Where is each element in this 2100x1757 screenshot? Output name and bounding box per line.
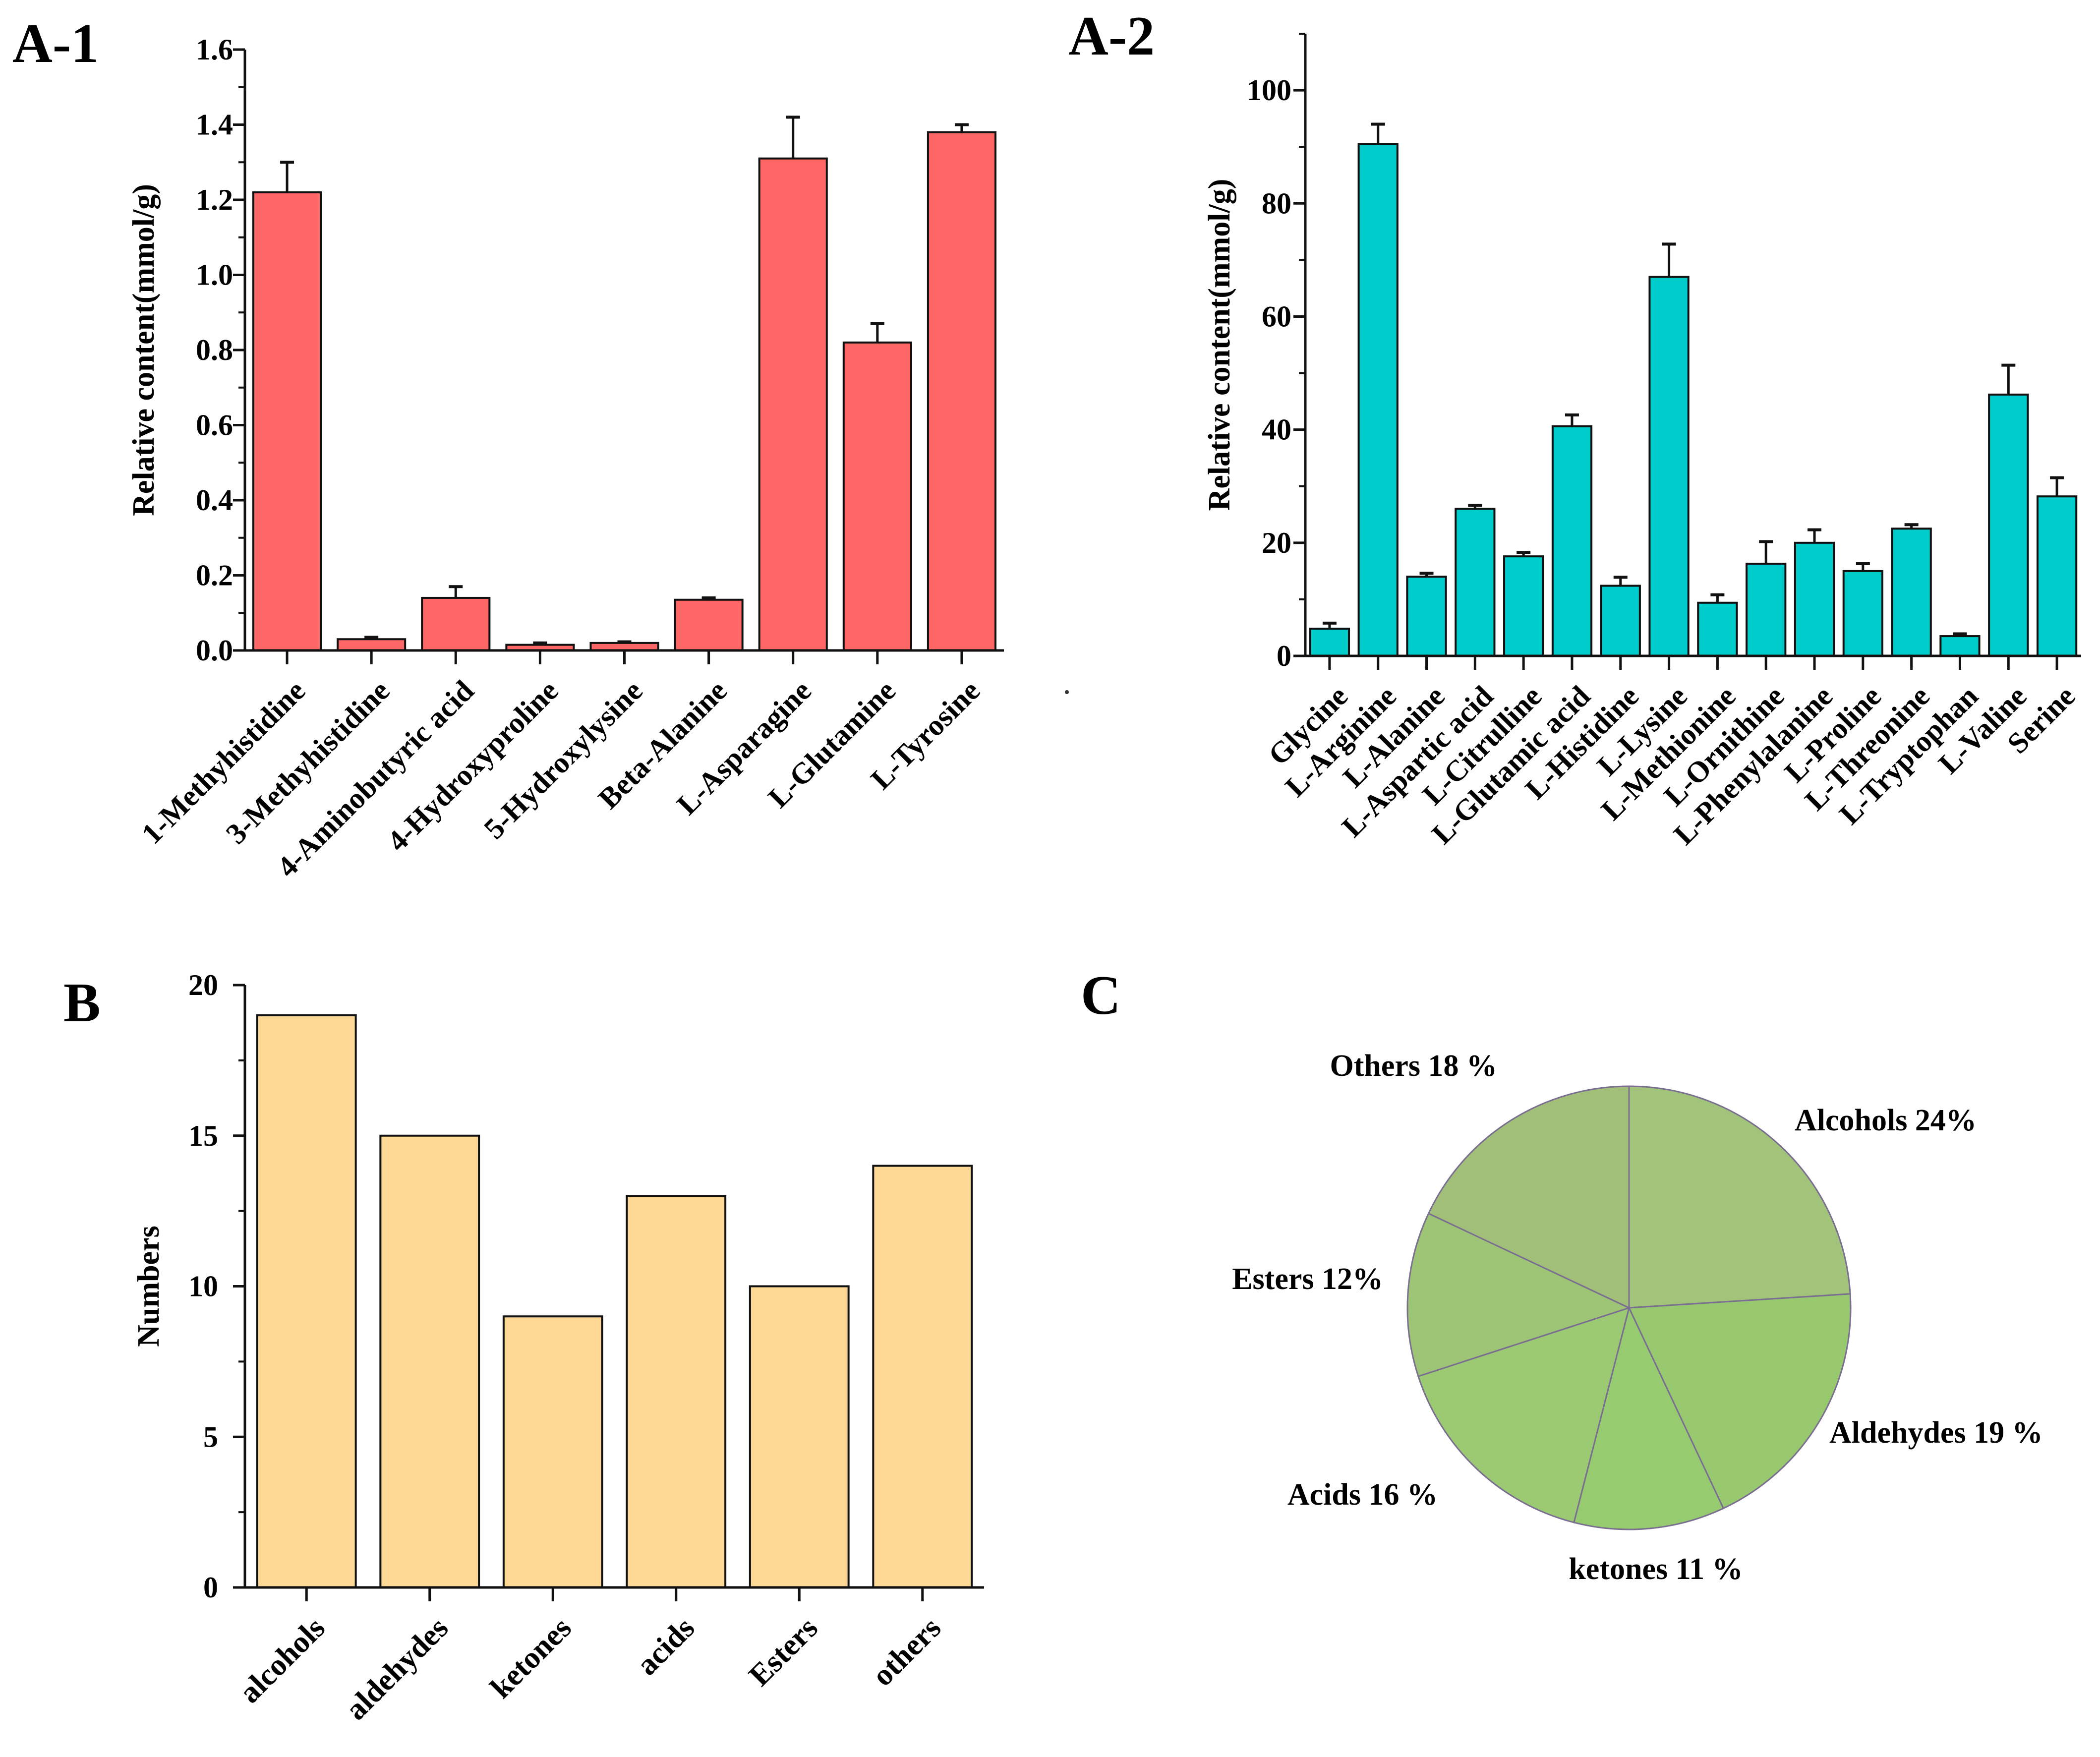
pie-slice-ketones <box>1573 1305 1725 1530</box>
bar-l-proline <box>1842 570 1883 657</box>
bar-l-valine <box>1988 393 2029 657</box>
bar-l-glutamine <box>842 341 912 651</box>
bar-l-asparagine <box>758 157 828 651</box>
x-tick-label: Esters <box>743 1611 824 1693</box>
x-tick-label: 5-Hydroxylysine <box>477 674 648 845</box>
y-axis-label: Relative content(mmol/g) <box>1203 179 1236 511</box>
chart-b-volatile-numbers: alcohols aldehydes ketones acids Esters other… <box>132 969 984 1727</box>
x-tick-label: alcohols <box>233 1611 332 1709</box>
bar-ketones <box>502 1315 603 1588</box>
bar-beta-alanine <box>674 598 744 652</box>
panel-label-a1: A-1 <box>12 13 99 74</box>
y-tick-label: 0.6 <box>196 409 233 442</box>
y-tick-label: 80 <box>1262 187 1291 220</box>
chart-a1-amino-acids: 1-Methyhistidine3-Methyhistidine4-Aminob… <box>127 33 1004 883</box>
y-tick-label: 1.0 <box>196 259 233 292</box>
panel-label-a2: A-2 <box>1068 5 1155 67</box>
bar-others <box>872 1165 973 1588</box>
x-tick-label: aldehydes <box>339 1611 455 1726</box>
bar-l-lysine <box>1648 276 1690 657</box>
bar-glycine <box>1309 628 1350 657</box>
bar-l-arginine <box>1357 143 1399 657</box>
bar-l-histidine <box>1600 585 1641 657</box>
y-tick-label: 0 <box>1277 640 1291 672</box>
y-tick-label: 0 <box>203 1571 218 1604</box>
y-tick-label: 0.2 <box>196 559 233 592</box>
y-axis-label: Relative content(mmol/g) <box>127 184 161 516</box>
y-tick-label: 1.6 <box>196 33 233 66</box>
pie-label: Others 18 % <box>1330 1049 1497 1083</box>
x-tick-label: ketones <box>484 1611 578 1704</box>
y-tick-label: 60 <box>1262 300 1291 333</box>
pie-label: Aldehydes 19 % <box>1829 1416 2043 1450</box>
bar-l-citrulline <box>1503 555 1544 657</box>
y-tick-label: 20 <box>1262 527 1291 559</box>
bar-serine <box>2036 495 2078 657</box>
y-axis-label: Numbers <box>132 1226 166 1347</box>
y-tick-label: 1.4 <box>196 109 233 141</box>
y-tick-label: 0.0 <box>196 634 233 667</box>
x-tick-label: others <box>866 1611 947 1693</box>
y-tick-label: 100 <box>1247 74 1291 107</box>
x-tick-label: acids <box>630 1611 701 1682</box>
chart-c-volatile-pie: Alcohols 24% Aldehydes 19 % ketones 11 % Ac… <box>1232 1049 2042 1586</box>
y-tick-label: 0.4 <box>196 484 233 517</box>
bar-l-ornithine <box>1746 563 1787 657</box>
pie-slice-esters <box>1406 1212 1632 1378</box>
pie-slice-alcohols <box>1628 1085 1851 1309</box>
pie-slice-others <box>1427 1085 1630 1309</box>
bar-4-aminobutyric-acid <box>421 596 491 651</box>
pie-slice-acids <box>1417 1306 1631 1523</box>
bar-l-methionine <box>1697 601 1738 657</box>
bar-3-methyhistidine <box>337 638 407 652</box>
stray-dot <box>1065 690 1069 694</box>
bar-l-aspartic-acid <box>1455 508 1496 657</box>
y-tick-label: 5 <box>203 1420 218 1453</box>
panel-label-b: B <box>63 972 101 1034</box>
bar-l-tryptophan <box>1939 635 1981 657</box>
bar-aldehydes <box>379 1134 480 1588</box>
y-tick-label: 15 <box>188 1119 218 1152</box>
pie-slice-aldehydes <box>1628 1293 1852 1510</box>
pie-label: Acids 16 % <box>1287 1478 1438 1512</box>
bar-esters <box>749 1285 850 1588</box>
bar-acids <box>626 1195 727 1588</box>
y-tick-label: 20 <box>188 969 218 1001</box>
pie-label: ketones 11 % <box>1569 1552 1743 1586</box>
pie-label: Alcohols 24% <box>1795 1104 1977 1137</box>
bar-1-methyhistidine <box>252 191 322 652</box>
bar-alcohols <box>256 1014 357 1588</box>
bar-l-alanine <box>1406 576 1447 657</box>
y-tick-label: 1.2 <box>196 183 233 216</box>
pie-label: Esters 12% <box>1232 1262 1383 1296</box>
y-tick-label: 10 <box>188 1270 218 1303</box>
panel-label-c: C <box>1081 965 1121 1026</box>
bar-l-glutamic-acid <box>1551 425 1593 657</box>
y-tick-label: 40 <box>1262 413 1291 446</box>
y-tick-label: 0.8 <box>196 334 233 366</box>
bar-l-tyrosine <box>927 131 996 651</box>
bar-l-phenylalanine <box>1794 541 1835 657</box>
bar-l-threonine <box>1891 527 1932 657</box>
